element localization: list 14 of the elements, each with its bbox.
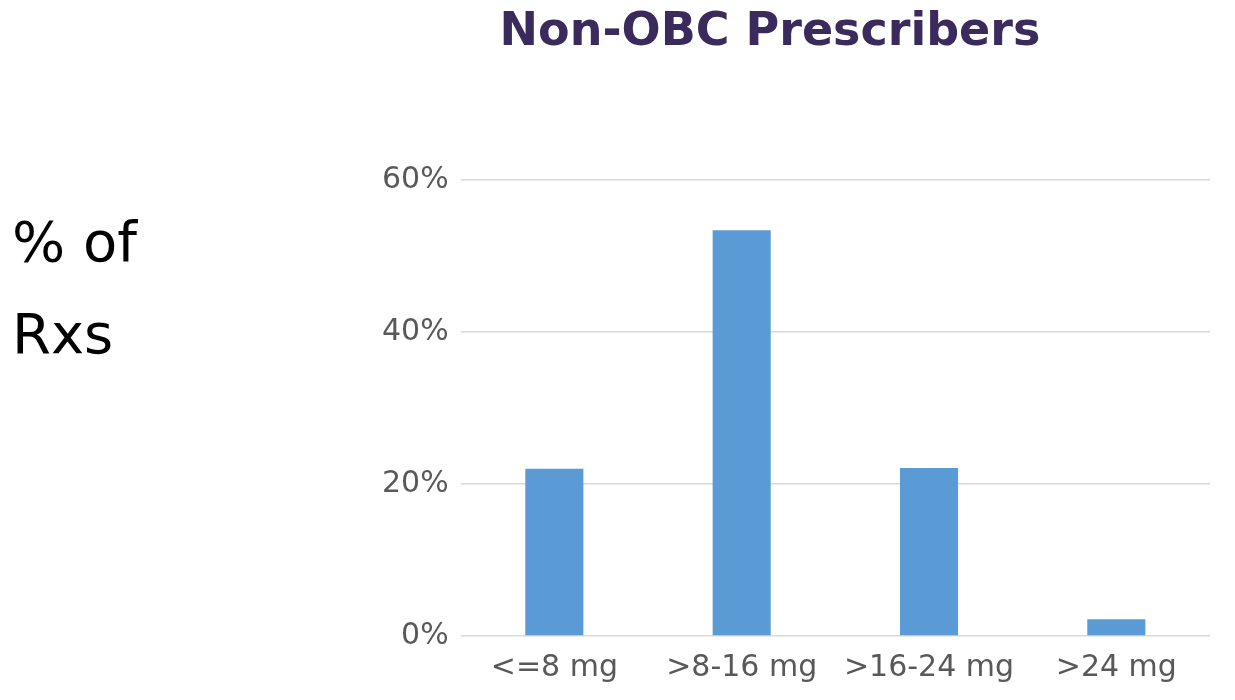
bar [1087, 619, 1146, 636]
x-tick-label: <=8 mg [490, 647, 618, 683]
bar [899, 468, 959, 636]
y-tick-label: 40% [381, 311, 449, 347]
x-tick-label: >16-24 mg [843, 647, 1015, 683]
y-axis-title: % of Rxs [12, 208, 139, 368]
y-tick-label: 60% [381, 159, 449, 195]
x-tick-label: >8-16 mg [666, 647, 818, 683]
chart-title: Non-OBC Prescribers [498, 2, 1042, 56]
bar [525, 468, 584, 636]
x-tick-label: >24 mg [1055, 647, 1177, 683]
y-tick-label: 20% [381, 463, 449, 499]
bar [712, 230, 771, 636]
y-tick-label: 0% [401, 615, 449, 651]
